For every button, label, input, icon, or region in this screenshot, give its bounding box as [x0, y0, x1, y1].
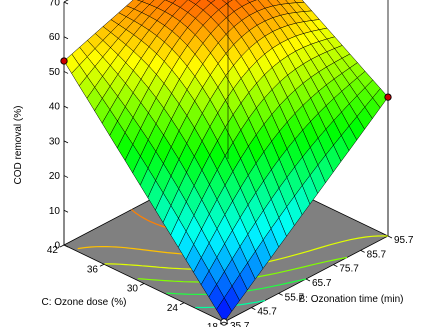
x-tick-label: 42 [47, 245, 59, 256]
x-tick-mark [219, 321, 225, 325]
z-tick-label: 20 [49, 171, 61, 182]
y-tick-label: 55.7 [285, 292, 305, 303]
x-tick-mark [99, 263, 105, 267]
design-point [60, 57, 68, 65]
y-tick-mark [305, 278, 311, 282]
y-tick-mark [278, 292, 283, 296]
z-tick-mark [63, 71, 69, 74]
y-tick-mark [333, 264, 338, 268]
z-tick-mark [63, 140, 69, 144]
y-tick-mark [251, 307, 256, 311]
x-tick-label: 18 [207, 322, 219, 327]
x-tick-label: 24 [167, 303, 179, 314]
x-tick-label: 36 [87, 264, 99, 275]
z-tick-mark [63, 36, 69, 40]
z-tick-label: 60 [49, 32, 61, 43]
y-axis-label: B: Ozonation time (min) [298, 294, 403, 305]
design-point [384, 93, 392, 101]
y-tick-mark [387, 235, 393, 239]
y-tick-label: 85.7 [367, 249, 387, 260]
y-tick-label: 45.7 [257, 307, 277, 318]
surface-cell [206, 0, 216, 4]
x-tick-mark [179, 302, 185, 306]
z-tick-label: 10 [49, 206, 61, 217]
y-tick-label: 95.7 [394, 235, 414, 246]
surface-cell [216, 297, 233, 323]
y-tick-label: 35.7 [230, 321, 250, 327]
tick-labels-layer: 0 10 20 30 40 50 60 70 18 24 30 36 42 35.7 45.7 55.7 65.… [47, 0, 414, 327]
y-tick-label: 65.7 [312, 278, 332, 289]
z-tick-label: 50 [49, 67, 61, 78]
x-tick-mark [139, 283, 145, 286]
z-tick-label: 30 [49, 136, 61, 147]
z-tick-mark [63, 105, 69, 109]
z-tick-mark [63, 244, 69, 248]
z-tick-label: 40 [49, 102, 61, 113]
x-tick-label: 30 [127, 284, 139, 295]
x-tick-mark [59, 244, 65, 248]
y-tick-label: 75.7 [339, 264, 359, 275]
surface-layer [63, 0, 389, 323]
z-tick-label: 0 [54, 241, 60, 252]
z-tick-mark [63, 1, 69, 5]
x-axis-label: C: Ozone dose (%) [41, 297, 126, 308]
y-tick-mark [223, 321, 229, 325]
z-tick-label: 70 [49, 0, 61, 9]
z-tick-mark [63, 175, 69, 178]
design-points-layer [60, 0, 392, 326]
z-axis-label: COD removal (%) [13, 106, 24, 185]
y-tick-mark [360, 249, 365, 253]
z-tick-mark [63, 209, 69, 213]
